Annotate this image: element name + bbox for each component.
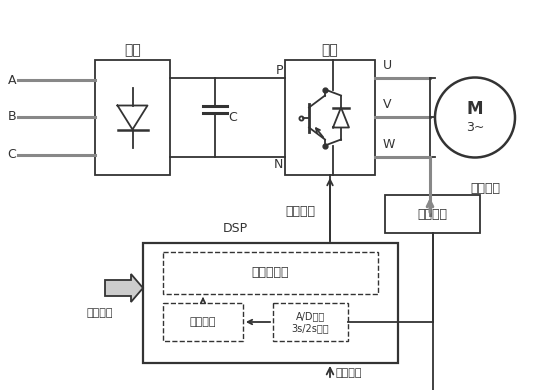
Text: 磁链观测: 磁链观测 bbox=[190, 317, 216, 327]
Text: A: A bbox=[8, 73, 16, 87]
Text: C: C bbox=[8, 149, 17, 161]
Text: 控制输入: 控制输入 bbox=[335, 368, 361, 378]
Text: 3~: 3~ bbox=[466, 121, 484, 134]
Text: P: P bbox=[276, 64, 283, 77]
Text: DSP: DSP bbox=[223, 222, 248, 235]
Text: N: N bbox=[273, 158, 283, 171]
Text: B: B bbox=[8, 110, 16, 124]
Polygon shape bbox=[105, 274, 143, 302]
Text: M: M bbox=[467, 101, 483, 119]
Text: A/D转换
3s/2s变换: A/D转换 3s/2s变换 bbox=[292, 311, 329, 333]
Text: 整流: 整流 bbox=[124, 43, 141, 57]
Bar bbox=[143, 243, 398, 363]
Text: U: U bbox=[383, 59, 392, 72]
Text: V: V bbox=[383, 98, 391, 111]
Text: 电流检测: 电流检测 bbox=[470, 183, 500, 195]
Text: C: C bbox=[229, 111, 237, 124]
Bar bbox=[285, 60, 375, 175]
Text: 信号调理: 信号调理 bbox=[418, 207, 448, 220]
Text: 逆变: 逆变 bbox=[322, 43, 338, 57]
Bar bbox=[385, 195, 480, 233]
Bar bbox=[163, 303, 243, 341]
Text: 驱动信号: 驱动信号 bbox=[285, 205, 315, 218]
Bar bbox=[163, 252, 378, 294]
Bar bbox=[273, 303, 348, 341]
Text: 矢量控制器: 矢量控制器 bbox=[252, 266, 289, 280]
Text: W: W bbox=[383, 138, 396, 151]
Text: 其它信号: 其它信号 bbox=[87, 308, 113, 318]
Bar bbox=[95, 60, 170, 175]
